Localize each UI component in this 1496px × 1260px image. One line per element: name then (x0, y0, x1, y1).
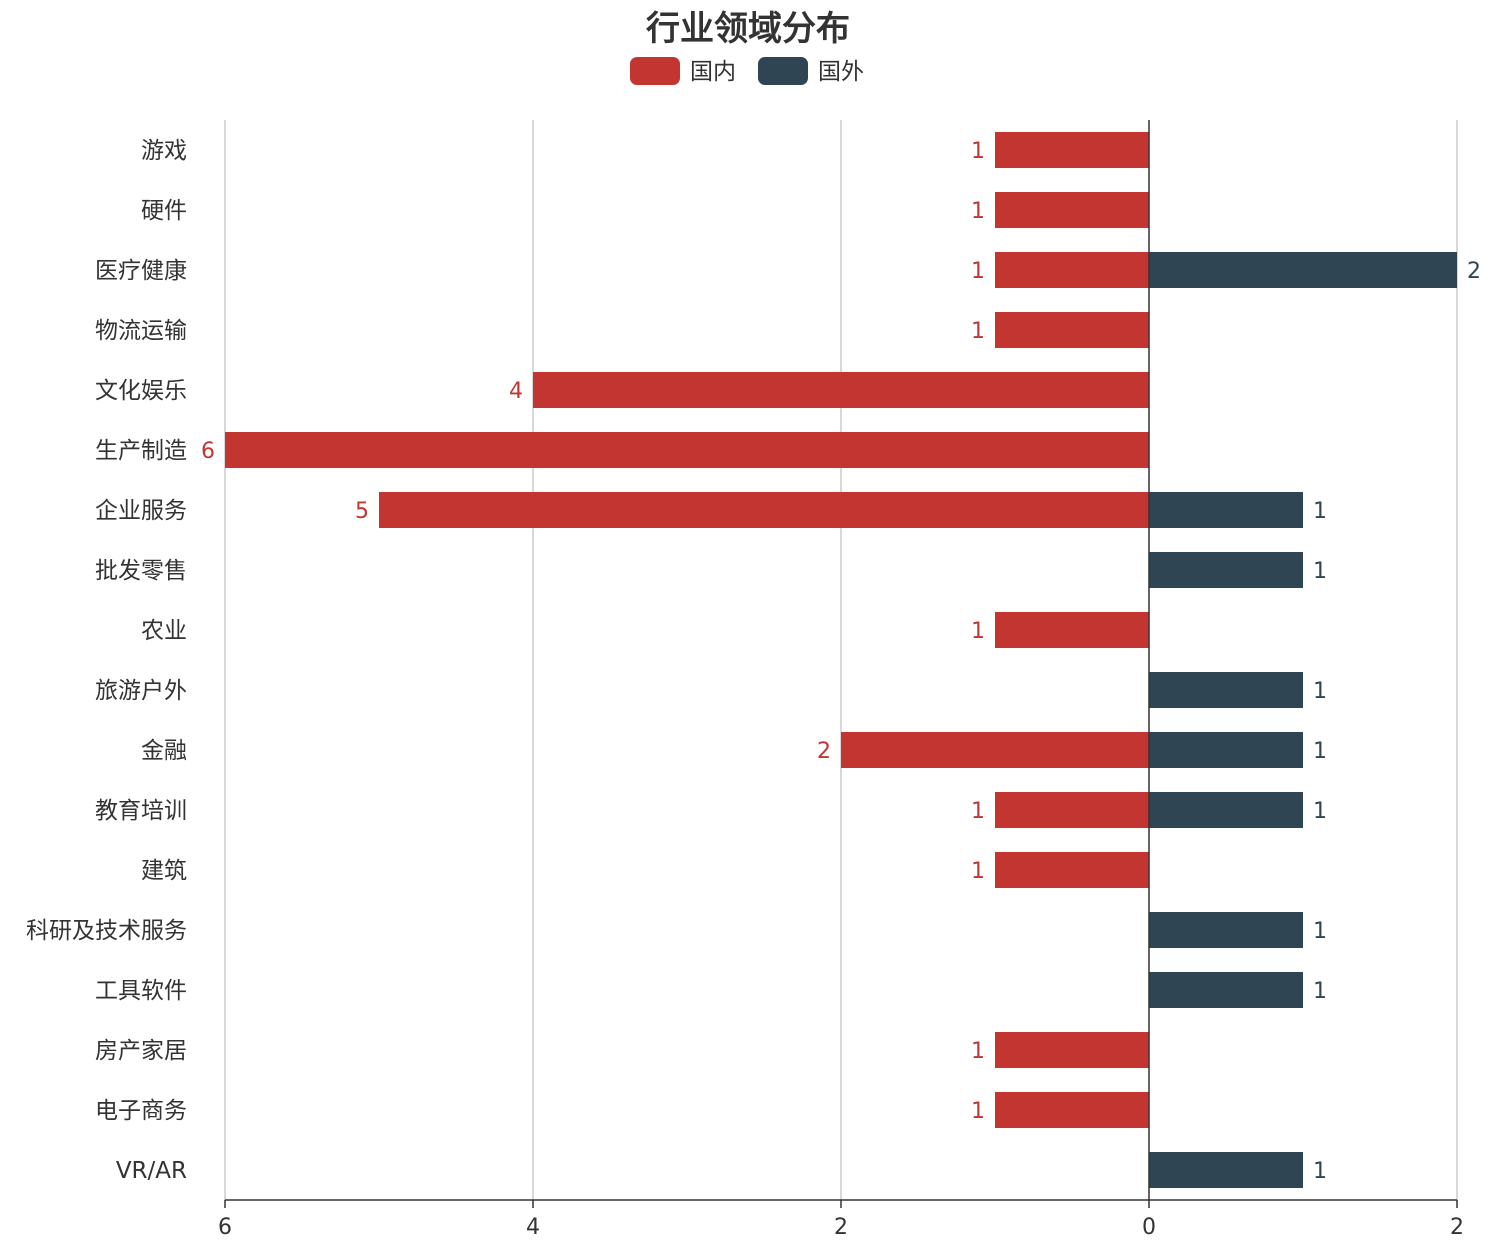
x-tick-label: 2 (834, 1215, 848, 1240)
category-label: 旅游户外 (95, 678, 187, 704)
category-label: 游戏 (141, 138, 187, 164)
data-label: 5 (355, 499, 369, 524)
bar-domestic[interactable] (995, 1032, 1149, 1068)
chart-title: 行业领域分布 (646, 9, 850, 49)
data-label: 1 (1313, 499, 1327, 524)
legend-item-domestic[interactable]: 国内 (630, 57, 736, 85)
category-label: 科研及技术服务 (26, 918, 187, 944)
legend-swatch-domestic (630, 57, 680, 85)
bar-domestic[interactable] (995, 252, 1149, 288)
bar-foreign[interactable] (1149, 972, 1303, 1008)
x-tick-label: 6 (218, 1215, 232, 1240)
category-labels: 游戏硬件医疗健康物流运输文化娱乐生产制造企业服务批发零售农业旅游户外金融教育培训… (26, 138, 187, 1184)
category-label: 房产家居 (95, 1038, 187, 1064)
category-label: 建筑 (141, 858, 187, 884)
bar-domestic[interactable] (225, 432, 1149, 468)
category-label: 生产制造 (95, 438, 187, 464)
grid-lines (224, 120, 1458, 1200)
legend[interactable]: 国内 国外 (630, 57, 864, 85)
data-label: 1 (1313, 979, 1327, 1004)
data-label: 1 (971, 259, 985, 284)
bar-domestic[interactable] (995, 612, 1149, 648)
bar-domestic[interactable] (379, 492, 1149, 528)
category-label: 物流运输 (95, 318, 187, 344)
bar-foreign[interactable] (1149, 672, 1303, 708)
bar-domestic[interactable] (995, 792, 1149, 828)
legend-label-domestic: 国内 (690, 59, 736, 85)
data-label: 1 (971, 319, 985, 344)
data-label: 1 (971, 139, 985, 164)
bar-foreign[interactable] (1149, 252, 1457, 288)
data-label: 1 (1313, 739, 1327, 764)
bar-domestic[interactable] (995, 192, 1149, 228)
legend-label-foreign: 国外 (818, 59, 864, 85)
legend-swatch-foreign (758, 57, 808, 85)
bar-domestic[interactable] (995, 1092, 1149, 1128)
category-label: 医疗健康 (95, 258, 187, 284)
data-label: 6 (201, 439, 215, 464)
category-label: 批发零售 (95, 558, 187, 584)
category-label: 工具软件 (95, 978, 187, 1004)
bars (225, 132, 1457, 1188)
data-label: 1 (1313, 1159, 1327, 1184)
category-label: 电子商务 (95, 1098, 187, 1124)
bar-foreign[interactable] (1149, 552, 1303, 588)
bar-domestic[interactable] (995, 312, 1149, 348)
category-label: 企业服务 (95, 498, 187, 524)
axes: 6 4 2 0 2 (218, 120, 1464, 1240)
bar-foreign[interactable] (1149, 1152, 1303, 1188)
legend-item-foreign[interactable]: 国外 (758, 57, 864, 85)
x-tick-label: 4 (526, 1215, 540, 1240)
bar-domestic[interactable] (995, 852, 1149, 888)
bar-domestic[interactable] (995, 132, 1149, 168)
data-label: 1 (1313, 679, 1327, 704)
data-label: 1 (971, 859, 985, 884)
category-label: 文化娱乐 (95, 378, 187, 404)
data-label: 1 (1313, 799, 1327, 824)
bar-foreign[interactable] (1149, 792, 1303, 828)
data-label: 1 (971, 1099, 985, 1124)
data-label: 1 (971, 799, 985, 824)
data-label: 4 (509, 379, 523, 404)
data-label: 1 (1313, 559, 1327, 584)
category-label: 硬件 (141, 198, 187, 224)
category-label: 农业 (141, 618, 187, 644)
bar-domestic[interactable] (533, 372, 1149, 408)
data-label: 2 (817, 739, 831, 764)
x-tick-label: 0 (1142, 1215, 1156, 1240)
bar-domestic[interactable] (841, 732, 1149, 768)
data-label: 1 (1313, 919, 1327, 944)
data-label: 1 (971, 1039, 985, 1064)
category-label: 金融 (141, 738, 187, 764)
bar-foreign[interactable] (1149, 732, 1303, 768)
data-label: 1 (971, 199, 985, 224)
category-label: 教育培训 (95, 798, 187, 824)
data-label: 1 (971, 619, 985, 644)
bar-foreign[interactable] (1149, 492, 1303, 528)
x-tick-label: 2 (1450, 1215, 1464, 1240)
data-labels: 1 1 1 2 1 4 6 5 1 1 1 1 2 1 1 1 1 1 1 1 1 1 (201, 139, 1481, 1184)
data-label: 2 (1467, 259, 1481, 284)
bar-foreign[interactable] (1149, 912, 1303, 948)
category-label: VR/AR (116, 1158, 187, 1184)
